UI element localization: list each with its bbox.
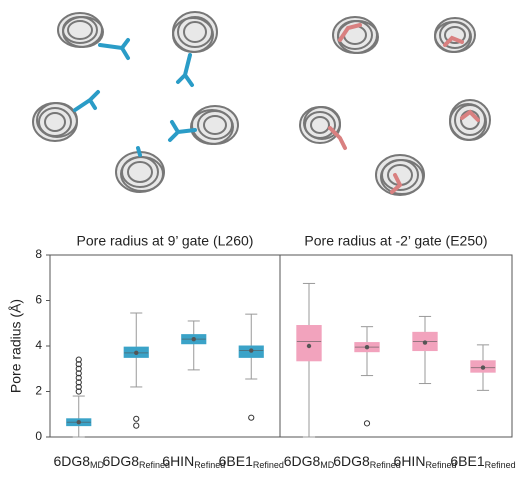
- y-tick-label: 8: [35, 247, 42, 261]
- category-name: 6HIN: [162, 453, 194, 469]
- mean: [364, 344, 370, 350]
- y-tick-label: 6: [35, 293, 42, 307]
- mean: [76, 420, 81, 425]
- outlier: [363, 420, 371, 427]
- outlier: [133, 422, 140, 429]
- category-subscript: Refined: [485, 460, 516, 470]
- x-tick-label: 6HINRefined: [162, 453, 225, 471]
- category-subscript: Refined: [139, 460, 170, 470]
- mean: [306, 343, 312, 349]
- y-tick-label: 0: [35, 429, 42, 443]
- outlier: [75, 361, 82, 368]
- category-name: 6BE1: [219, 453, 253, 469]
- x-tick-label: 6DG8MD: [53, 453, 104, 471]
- mean: [422, 340, 428, 345]
- box: [296, 325, 322, 362]
- category-name: 6BE1: [450, 453, 484, 469]
- mean: [480, 365, 486, 370]
- panel-frame: [279, 254, 513, 438]
- mean: [191, 336, 196, 342]
- outlier: [75, 379, 82, 386]
- category-name: 6HIN: [394, 453, 426, 469]
- category-subscript: Refined: [253, 460, 284, 470]
- mean: [249, 348, 254, 353]
- outlier: [75, 365, 82, 372]
- outlier: [75, 388, 82, 395]
- category-subscript: MD: [320, 460, 334, 470]
- outlier: [248, 414, 255, 421]
- y-tick-label: 2: [35, 384, 42, 398]
- panel-title: Pore radius at -2’ gate (E250): [304, 233, 487, 249]
- x-tick-label: 6DG8MD: [284, 453, 335, 471]
- outlier: [75, 383, 82, 391]
- x-tick-label: 6HINRefined: [394, 453, 457, 471]
- category-name: 6DG8: [102, 453, 139, 469]
- category-subscript: Refined: [370, 460, 401, 470]
- category-name: 6DG8: [333, 453, 370, 469]
- x-tick-label: 6DG8Refined: [102, 453, 170, 471]
- x-tick-label: 6BE1Refined: [219, 453, 284, 471]
- structure-right: [299, 16, 491, 196]
- y-tick-label: 4: [35, 338, 42, 352]
- outlier: [75, 370, 82, 377]
- box-plots: Pore radius at 9’ gate (L260) Pore radius…: [8, 233, 516, 471]
- mean: [134, 350, 139, 356]
- category-subscript: MD: [90, 460, 104, 470]
- category-name: 6DG8: [53, 453, 90, 469]
- category-subscript: Refined: [425, 460, 456, 470]
- x-tick-label: 6DG8Refined: [333, 453, 401, 471]
- outlier: [75, 356, 82, 363]
- structure-left: [32, 11, 239, 193]
- outlier: [133, 415, 140, 422]
- x-tick-label: 6BE1Refined: [450, 453, 515, 471]
- panel-title: Pore radius at 9’ gate (L260): [77, 233, 254, 249]
- category-subscript: Refined: [194, 460, 225, 470]
- outlier: [75, 374, 82, 381]
- category-name: 6DG8: [284, 453, 321, 469]
- y-axis-label: Pore radius (Å): [8, 299, 24, 393]
